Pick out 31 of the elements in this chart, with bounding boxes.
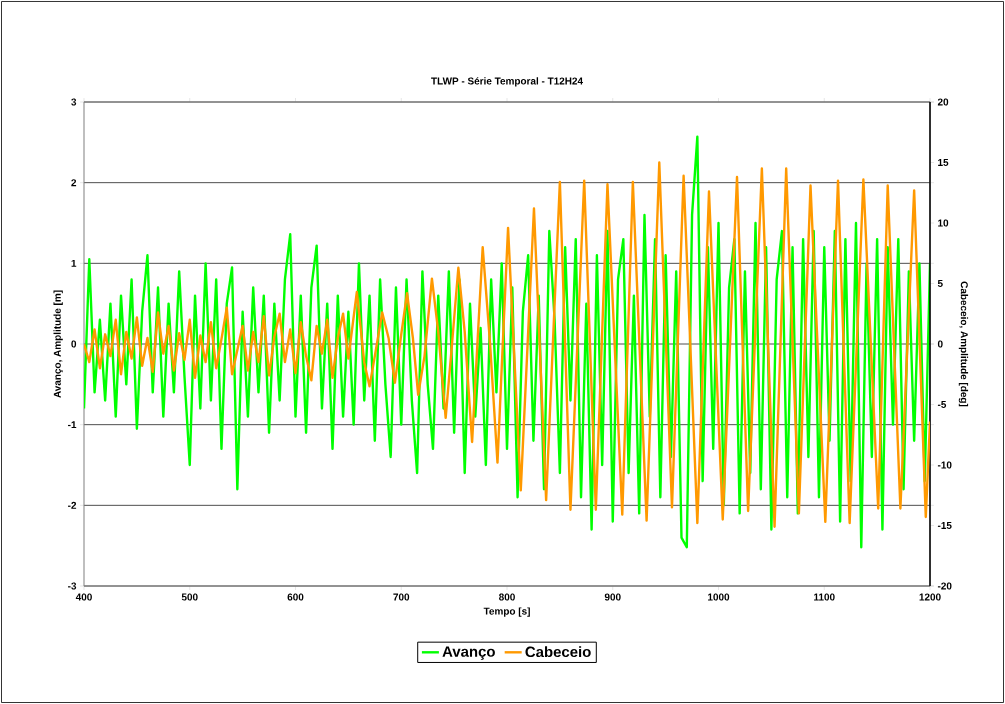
chart-title: TLWP - Série Temporal - T12H24 [431, 77, 583, 87]
y-tick-label: 1 [71, 259, 77, 267]
x-tick-label: 700 [393, 593, 410, 601]
y2-tick-label: 5 [937, 280, 943, 287]
y-tick-label: -1 [68, 421, 77, 429]
x-tick-label: 600 [287, 593, 304, 601]
y-axis-title: Avanço, Amplitude [m] [53, 290, 63, 398]
x-axis-title: Tempo [s] [483, 607, 530, 617]
x-tick-label: 900 [604, 593, 621, 601]
y2-tick-label: -5 [937, 401, 947, 408]
y-tick-label: 2 [71, 179, 77, 187]
x-tick-label: 1100 [814, 593, 835, 601]
x-tick-label: 1200 [919, 593, 941, 601]
x-tick-label: 1000 [708, 593, 730, 601]
legend-label: Cabeceio [525, 646, 591, 658]
legend-label: Avanço [442, 646, 495, 660]
y2-tick-label: 0 [937, 340, 943, 348]
y-tick-label: -3 [68, 582, 77, 590]
y2-tick-label: -15 [937, 522, 952, 529]
x-tick-label: 800 [499, 593, 515, 601]
y2-axis-title: Cabeceio, Amplitude [deg] [958, 281, 969, 407]
y-tick-label: -2 [68, 501, 77, 509]
y-tick-label: 3 [71, 98, 77, 106]
y2-tick-label: 15 [938, 159, 949, 166]
x-tick-label: 400 [75, 593, 92, 601]
x-tick-label: 500 [181, 593, 198, 601]
y2-tick-label: 20 [937, 98, 949, 106]
y2-tick-label: 10 [938, 219, 949, 227]
y-tick-label: 0 [71, 340, 77, 348]
y2-tick-label: -10 [937, 461, 952, 469]
y2-tick-label: -20 [937, 582, 952, 590]
